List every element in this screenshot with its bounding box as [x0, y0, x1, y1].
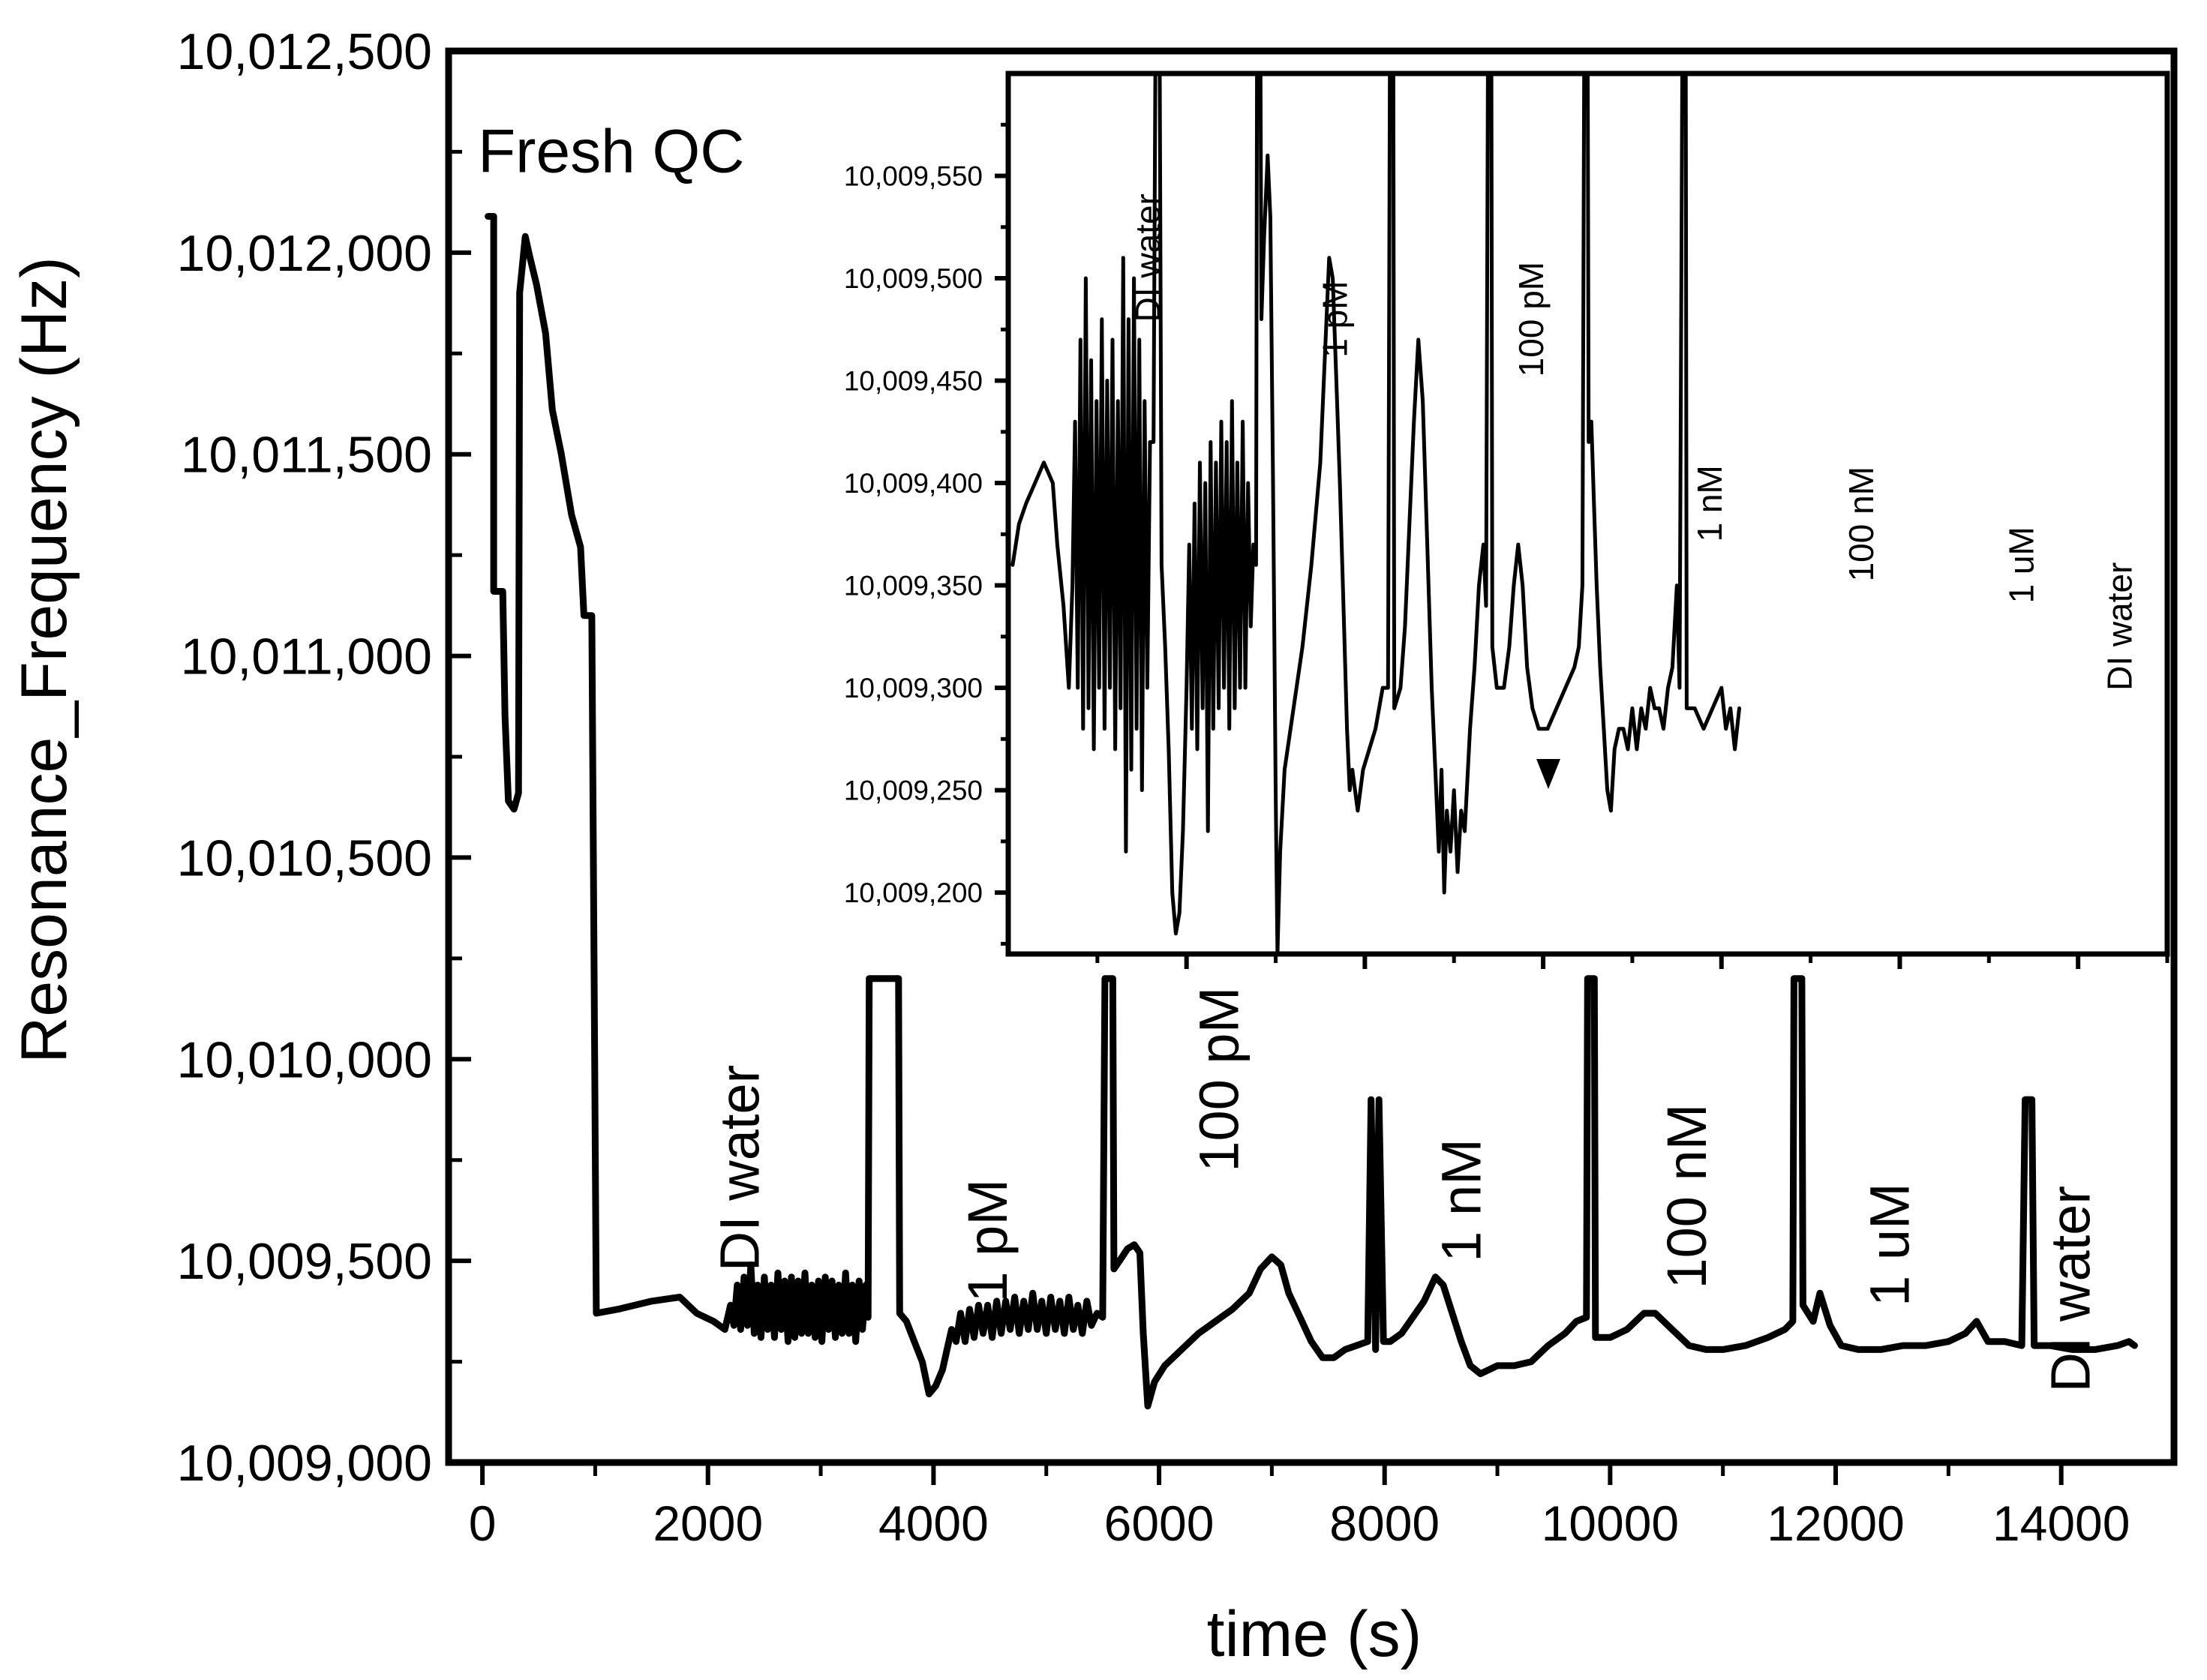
main-x-tick-label: 2000	[653, 1496, 763, 1551]
main-y-tick-label: 10,009,000	[177, 1435, 432, 1492]
main-x-ticks	[480, 1462, 2064, 1485]
main-annotation-label: 1 pM	[956, 1179, 1019, 1303]
main-y-tick-label: 10,009,500	[177, 1233, 432, 1290]
main-series-line	[485, 213, 2138, 1410]
main-y-axis-label: Resonance_Frequency (Hz)	[8, 256, 80, 1064]
inset-y-tick-label: 10,009,350	[844, 571, 983, 602]
main-x-tick-label: 6000	[1104, 1496, 1215, 1551]
main-chart: 10,009,000 10,009,500 10,010,000 10,010,500…	[8, 23, 2178, 1670]
main-annotation-label: 1 uM	[1859, 1183, 1921, 1306]
main-x-tick-label: 12000	[1767, 1496, 1905, 1551]
inset-annotations: DI water 1 pM 100 pM 1 nM 100 nM 1 uM DI water	[1128, 194, 2139, 691]
main-x-axis-label: time (s)	[1207, 1598, 1422, 1670]
main-y-tick-label: 10,012,000	[177, 225, 432, 282]
main-annotation-label: Fresh QC	[478, 117, 744, 185]
main-annotation-label: 100 pM	[1188, 987, 1250, 1172]
inset-annotation-label: 100 pM	[1512, 262, 1551, 376]
inset-y-tick-label: 10,009,400	[844, 468, 983, 499]
inset-y-tick-labels: 10,009,200 10,009,250 10,009,300 10,009,350…	[844, 161, 983, 909]
main-x-tick-label: 14000	[1992, 1496, 2130, 1551]
inset-annotation-label: 1 pM	[1316, 280, 1355, 357]
inset-y-tick-label: 10,009,200	[844, 878, 983, 908]
inset-series-line	[1010, 71, 1741, 956]
inset-annotation-label: 1 uM	[2002, 526, 2041, 603]
main-x-tick-label: 0	[469, 1496, 497, 1551]
inset-y-tick-label: 10,009,500	[844, 263, 983, 294]
inset-chart: 10,009,200 10,009,250 10,009,300 10,009,350…	[844, 70, 2170, 969]
main-x-tick-label: 8000	[1329, 1496, 1440, 1551]
main-y-tick-label: 10,011,000	[181, 628, 432, 686]
main-annotation-label: DI water	[2039, 1186, 2101, 1393]
inset-annotation-label: 100 nM	[1842, 466, 1881, 581]
main-annotation-label: 100 nM	[1656, 1104, 1718, 1289]
main-x-tick-labels: 0 2000 4000 6000 8000 10000 12000 14000	[469, 1496, 2130, 1551]
inset-y-ticks	[995, 122, 1008, 946]
main-annotation-label: DI water	[708, 1065, 770, 1272]
inset-annotation-label: DI water	[1128, 194, 1167, 322]
inset-y-tick-label: 10,009,250	[844, 776, 983, 806]
inset-x-ticks	[1095, 954, 2169, 969]
main-y-ticks	[449, 49, 471, 1465]
main-annotations: Fresh QC DI water 1 pM 100 pM 1 nM 100 nM 1 uM…	[478, 117, 2101, 1392]
inset-arrow-marker	[1536, 759, 1560, 789]
main-y-tick-label: 10,011,500	[181, 427, 432, 484]
main-x-tick-label: 10000	[1542, 1496, 1680, 1551]
main-y-tick-label: 10,012,500	[177, 23, 432, 80]
main-annotation-label: 1 nM	[1431, 1138, 1493, 1262]
inset-y-tick-label: 10,009,450	[844, 366, 983, 397]
inset-annotation-label: 1 nM	[1690, 465, 1729, 542]
inset-annotation-label: DI water	[2100, 562, 2139, 691]
main-y-tick-labels: 10,009,000 10,009,500 10,010,000 10,010,500…	[177, 23, 432, 1492]
main-x-tick-label: 4000	[878, 1496, 989, 1551]
main-y-tick-label: 10,010,500	[177, 830, 432, 886]
inset-y-tick-label: 10,009,550	[844, 161, 983, 192]
main-y-tick-label: 10,010,000	[177, 1031, 432, 1088]
inset-y-tick-label: 10,009,300	[844, 673, 983, 704]
